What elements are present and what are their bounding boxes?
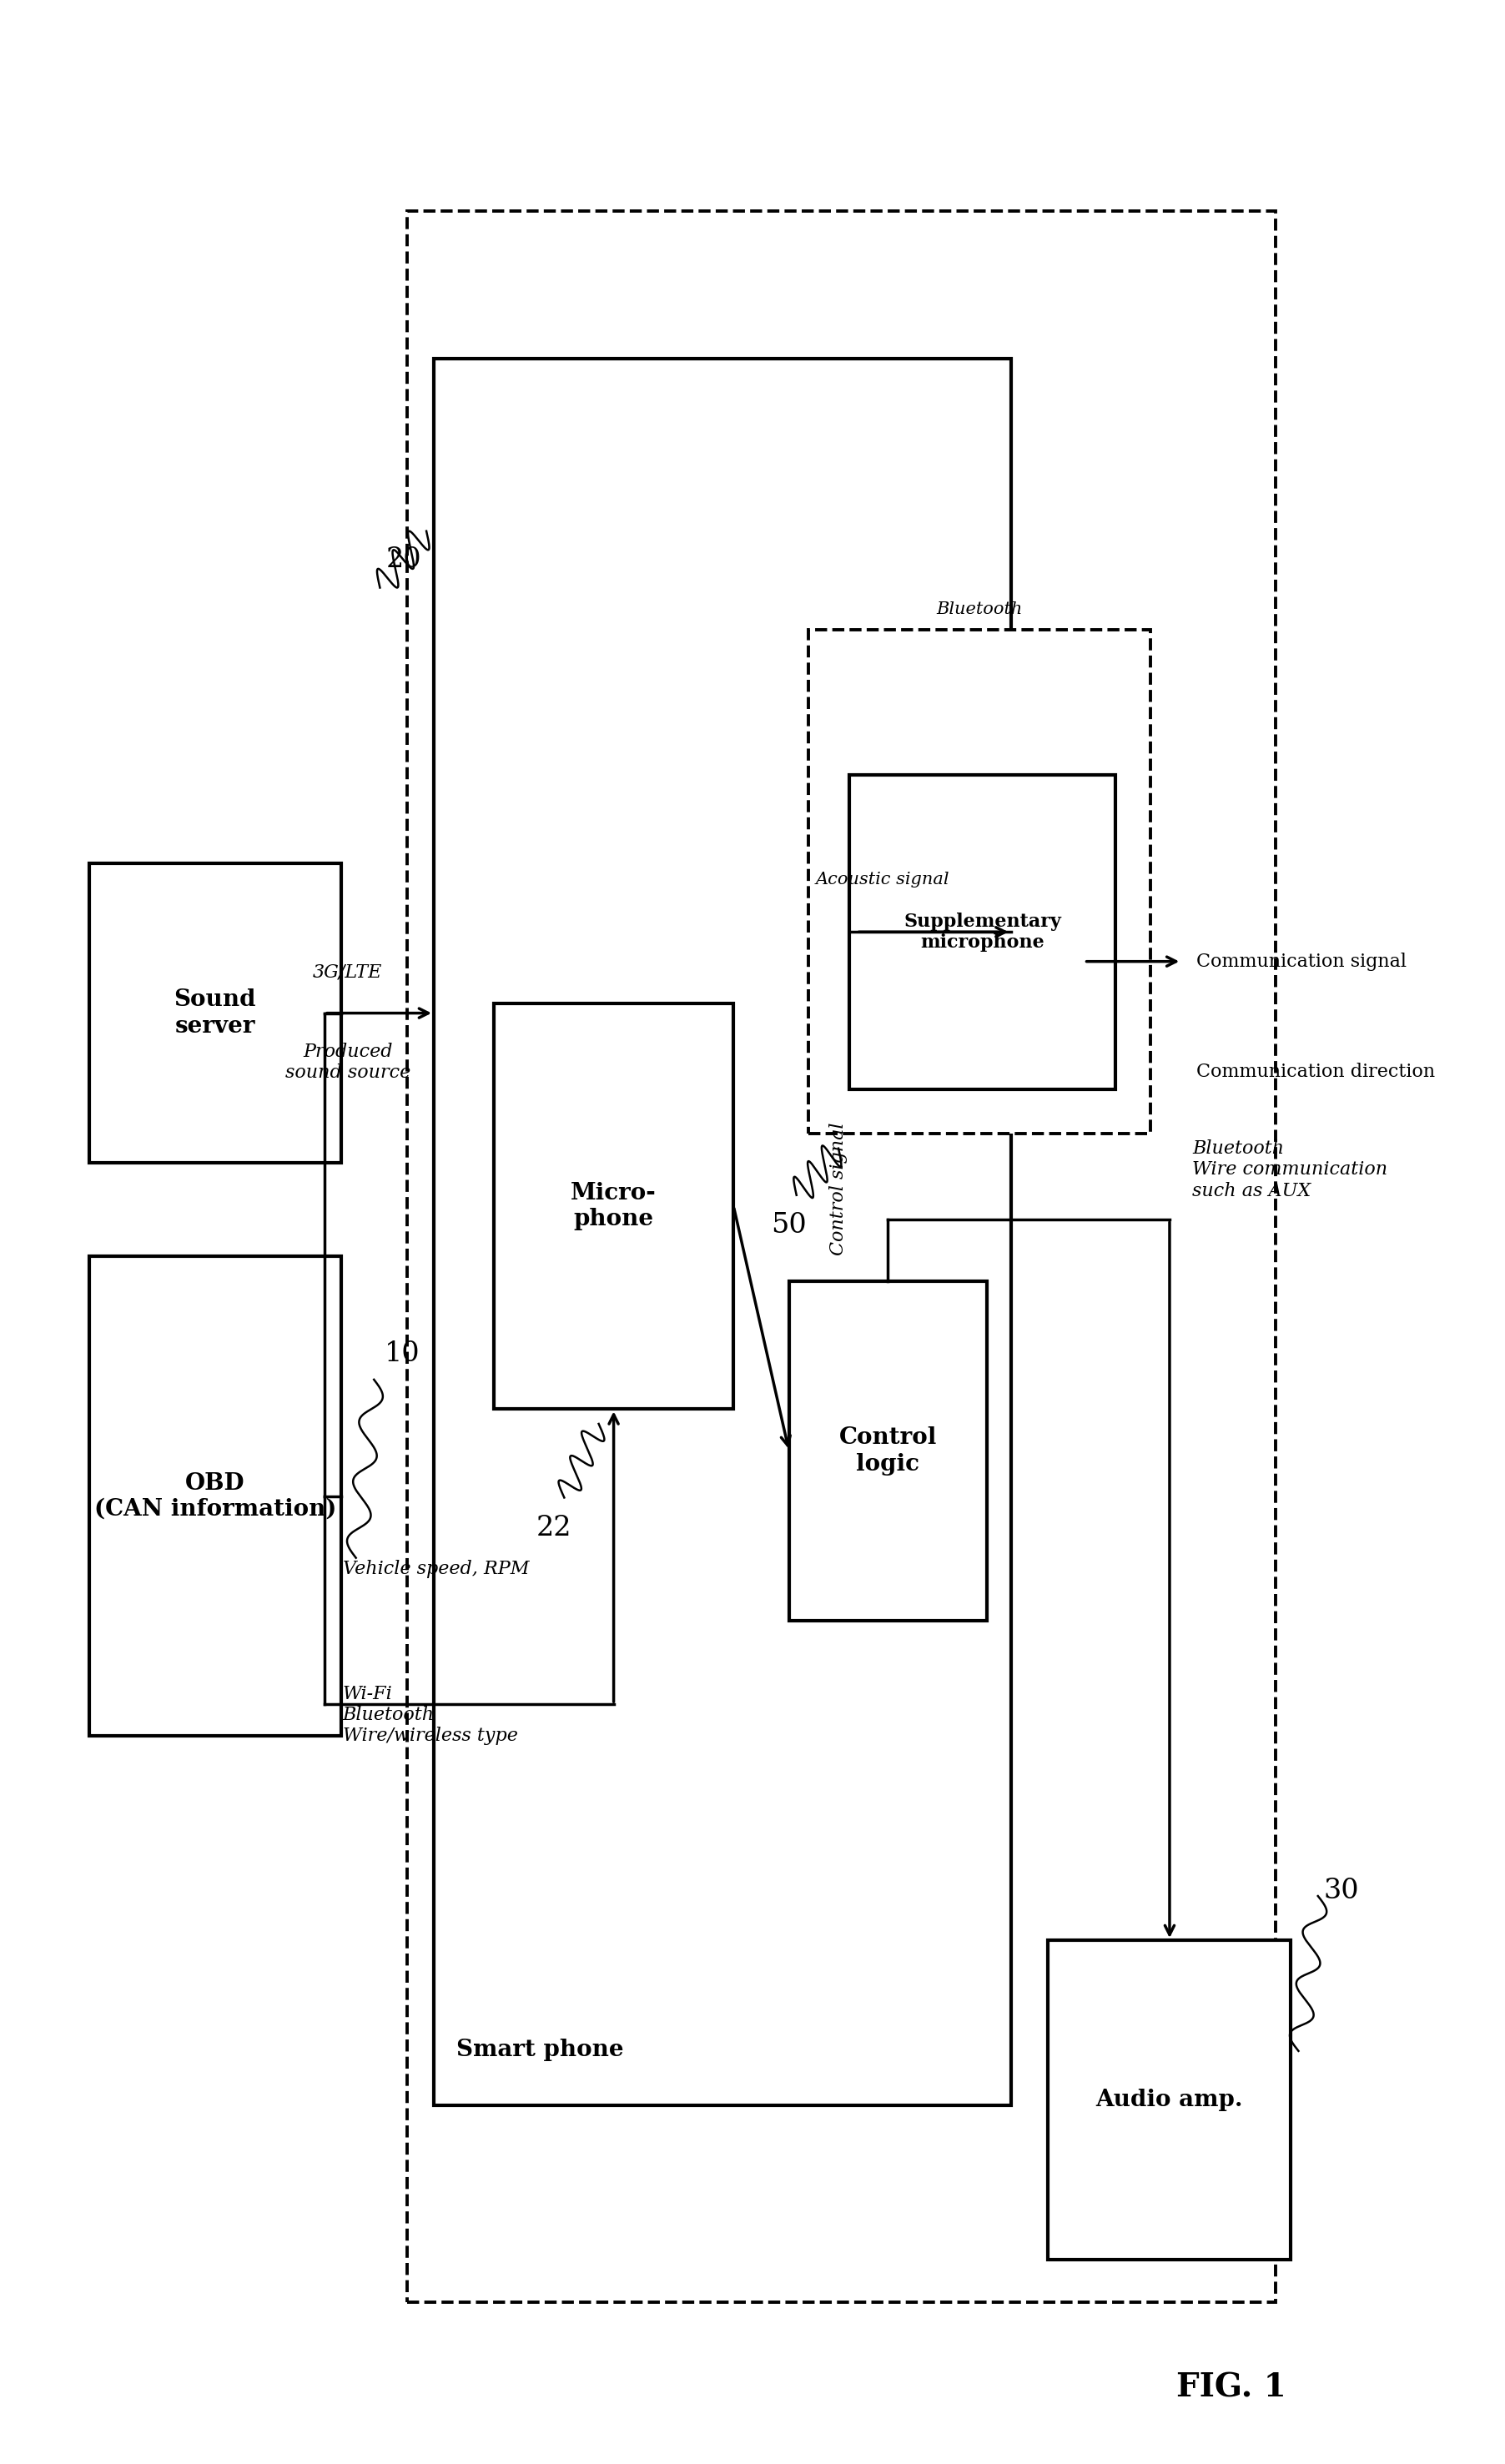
Bar xyxy=(808,628,1150,1133)
Bar xyxy=(406,212,1276,2301)
Text: 20: 20 xyxy=(385,547,421,574)
Text: Micro-
phone: Micro- phone xyxy=(570,1183,656,1230)
Bar xyxy=(89,862,342,1163)
Text: Produced
sound source: Produced sound source xyxy=(284,1042,411,1082)
Text: Bluetooth
Wire communication
such as AUX: Bluetooth Wire communication such as AUX xyxy=(1192,1138,1388,1200)
Text: Communication signal: Communication signal xyxy=(1196,951,1407,971)
Text: Audio amp.: Audio amp. xyxy=(1096,2089,1243,2112)
Text: 50: 50 xyxy=(771,1212,807,1239)
Text: Control
logic: Control logic xyxy=(838,1427,936,1476)
Text: Vehicle speed, RPM: Vehicle speed, RPM xyxy=(343,1560,528,1577)
Text: Acoustic signal: Acoustic signal xyxy=(816,872,950,887)
Text: OBD
(CAN information): OBD (CAN information) xyxy=(93,1471,336,1520)
Text: Smart phone: Smart phone xyxy=(456,2038,623,2060)
Text: Sound
server: Sound server xyxy=(175,988,256,1037)
Bar xyxy=(433,360,1011,2104)
Text: 30: 30 xyxy=(1324,1878,1359,1905)
Text: 10: 10 xyxy=(384,1340,420,1368)
Text: Bluetooth: Bluetooth xyxy=(936,601,1022,616)
Bar xyxy=(849,774,1115,1089)
Bar xyxy=(1047,1939,1291,2259)
Bar xyxy=(789,1281,987,1621)
Bar xyxy=(494,1003,733,1409)
Text: 22: 22 xyxy=(536,1515,572,1542)
Text: Supplementary
microphone: Supplementary microphone xyxy=(903,912,1061,951)
Text: FIG. 1: FIG. 1 xyxy=(1175,2373,1285,2405)
Bar xyxy=(89,1257,342,1737)
Text: 3G/LTE: 3G/LTE xyxy=(313,963,382,981)
Text: Communication direction: Communication direction xyxy=(1196,1062,1436,1082)
Text: Control signal: Control signal xyxy=(829,1124,847,1257)
Text: Wi-Fi
Bluetooth
Wire/wireless type: Wi-Fi Bluetooth Wire/wireless type xyxy=(343,1685,518,1745)
